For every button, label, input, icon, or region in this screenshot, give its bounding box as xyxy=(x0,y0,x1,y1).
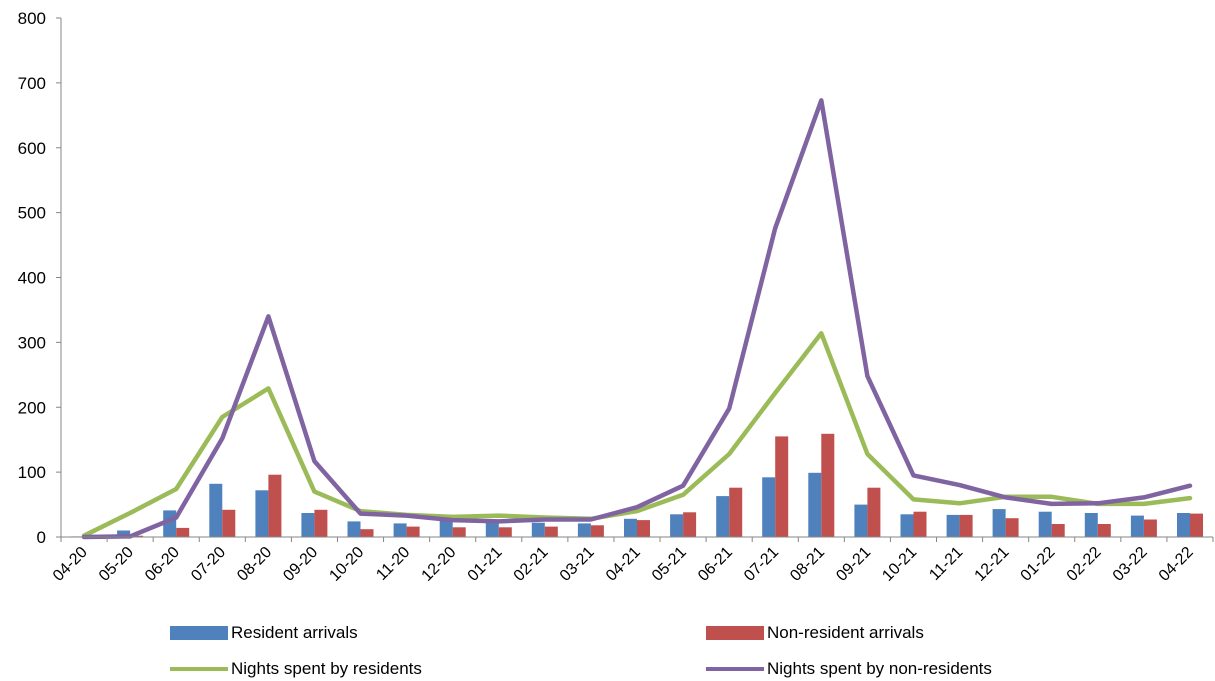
x-tick-label: 10-20 xyxy=(326,544,367,585)
line-nights-non-residents xyxy=(81,98,1193,540)
bar-resident-arrivals-10-20 xyxy=(347,521,361,537)
bar-resident-arrivals-06-21 xyxy=(716,496,730,537)
x-tick-label: 10-21 xyxy=(879,544,920,585)
legend-item-non-resident-arrivals: Non-resident arrivals xyxy=(706,623,924,643)
y-tick-label: 300 xyxy=(18,333,46,352)
bar-non-resident-arrivals-01-21 xyxy=(498,527,512,537)
bar-non-resident-arrivals-01-22 xyxy=(1051,524,1065,537)
bar-non-resident-arrivals-08-20 xyxy=(268,474,282,537)
bar-non-resident-arrivals-07-20 xyxy=(222,509,236,537)
x-tick-label: 05-21 xyxy=(649,544,690,585)
x-tick-label: 11-20 xyxy=(373,544,413,584)
bar-resident-arrivals-05-20 xyxy=(117,530,131,537)
y-tick-label: 0 xyxy=(37,528,46,547)
legend-label: Resident arrivals xyxy=(231,623,358,642)
bar-non-resident-arrivals-05-20 xyxy=(130,535,144,537)
x-tick-label: 04-20 xyxy=(50,544,91,585)
bar-non-resident-arrivals-03-21 xyxy=(590,525,604,537)
legend-item-resident-arrivals: Resident arrivals xyxy=(170,623,358,643)
bar-non-resident-arrivals-02-21 xyxy=(544,526,558,537)
legend-item-nights-non-residents: Nights spent by non-residents xyxy=(706,659,992,679)
bar-non-resident-arrivals-12-21 xyxy=(1005,518,1019,537)
x-tick-label: 11-21 xyxy=(926,544,966,584)
y-tick-label: 800 xyxy=(18,9,46,28)
x-tick-label: 03-22 xyxy=(1110,544,1151,585)
bar-resident-arrivals-05-21 xyxy=(670,514,684,537)
x-tick-label: 08-20 xyxy=(234,544,275,585)
x-tick-label: 08-21 xyxy=(787,544,828,585)
legend-swatch-resident-arrivals xyxy=(170,626,228,640)
x-tick-label: 12-21 xyxy=(972,544,1013,585)
bar-non-resident-arrivals-07-21 xyxy=(775,436,789,537)
x-tick-label: 05-20 xyxy=(96,544,137,585)
bar-resident-arrivals-08-20 xyxy=(255,490,269,537)
bar-resident-arrivals-09-20 xyxy=(301,513,315,537)
x-tick-label: 02-21 xyxy=(511,544,552,585)
bar-resident-arrivals-04-22 xyxy=(1177,513,1190,537)
x-tick-label: 01-21 xyxy=(465,544,506,585)
x-tick-label: 07-21 xyxy=(741,544,782,585)
legend-label: Nights spent by non-residents xyxy=(767,659,992,678)
bar-resident-arrivals-10-21 xyxy=(900,514,914,537)
bar-resident-arrivals-02-21 xyxy=(531,522,545,537)
bar-non-resident-arrivals-06-21 xyxy=(729,487,743,537)
bar-non-resident-arrivals-08-21 xyxy=(821,433,835,537)
bar-resident-arrivals-12-21 xyxy=(992,509,1006,537)
bar-resident-arrivals-01-22 xyxy=(1038,511,1052,537)
bar-layer xyxy=(71,433,1203,537)
bar-resident-arrivals-07-20 xyxy=(209,483,223,537)
bar-resident-arrivals-02-22 xyxy=(1084,513,1098,537)
line-layer xyxy=(81,98,1193,540)
bar-non-resident-arrivals-10-21 xyxy=(913,511,927,537)
legend-item-nights-residents: Nights spent by residents xyxy=(170,659,422,679)
bar-non-resident-arrivals-03-22 xyxy=(1143,519,1157,537)
x-tick-label: 09-21 xyxy=(833,544,874,585)
bar-resident-arrivals-03-22 xyxy=(1130,515,1144,537)
y-tick-label: 600 xyxy=(18,139,46,158)
bar-non-resident-arrivals-12-20 xyxy=(452,527,466,537)
x-tick-label: 01-22 xyxy=(1018,544,1059,585)
bar-non-resident-arrivals-11-20 xyxy=(406,526,420,537)
bar-resident-arrivals-08-21 xyxy=(808,472,822,537)
bar-non-resident-arrivals-04-21 xyxy=(637,520,650,537)
bar-non-resident-arrivals-02-22 xyxy=(1097,524,1111,537)
bar-non-resident-arrivals-05-21 xyxy=(683,512,697,537)
x-tick-label: 12-20 xyxy=(419,544,460,585)
y-tick-label: 700 xyxy=(18,74,46,93)
legend-swatch-nights-residents xyxy=(170,667,228,671)
x-tick-label: 04-21 xyxy=(603,544,644,585)
y-tick-label: 100 xyxy=(18,463,46,482)
bar-non-resident-arrivals-10-20 xyxy=(360,529,374,537)
bar-non-resident-arrivals-09-20 xyxy=(314,509,328,537)
y-tick-label: 500 xyxy=(18,204,46,223)
y-tick-label: 200 xyxy=(18,398,46,417)
legend-label: Nights spent by residents xyxy=(231,659,422,678)
bar-resident-arrivals-04-21 xyxy=(624,518,637,537)
x-tick-label: 03-21 xyxy=(557,544,598,585)
bar-resident-arrivals-11-20 xyxy=(393,523,407,537)
y-tick-label: 400 xyxy=(18,269,46,288)
x-tick-label: 02-22 xyxy=(1064,544,1105,585)
x-tick-label: 04-22 xyxy=(1156,544,1197,585)
bar-resident-arrivals-01-21 xyxy=(485,522,499,537)
bar-non-resident-arrivals-04-22 xyxy=(1190,513,1203,537)
legend-swatch-non-resident-arrivals xyxy=(706,626,764,640)
bar-non-resident-arrivals-06-20 xyxy=(176,527,190,537)
legend-label: Non-resident arrivals xyxy=(767,623,924,642)
bar-non-resident-arrivals-09-21 xyxy=(867,487,881,537)
x-tick-label: 09-20 xyxy=(280,544,321,585)
x-tick-label: 06-20 xyxy=(142,544,183,585)
bar-resident-arrivals-07-21 xyxy=(762,477,776,537)
chart: 0 100 200 300 400 500 600 700 800 04-20 05-20 06-20… xyxy=(18,9,1214,585)
bar-resident-arrivals-09-21 xyxy=(854,504,868,537)
bar-resident-arrivals-03-21 xyxy=(577,523,591,537)
legend-swatch-nights-non-residents xyxy=(706,667,764,671)
bar-resident-arrivals-11-21 xyxy=(946,514,960,537)
x-tick-label: 07-20 xyxy=(188,544,229,585)
x-tick-label: 06-21 xyxy=(695,544,736,585)
bar-resident-arrivals-12-20 xyxy=(439,520,453,537)
bar-non-resident-arrivals-11-21 xyxy=(959,514,973,537)
legend: Resident arrivals Non-resident arrivals … xyxy=(0,616,1215,681)
